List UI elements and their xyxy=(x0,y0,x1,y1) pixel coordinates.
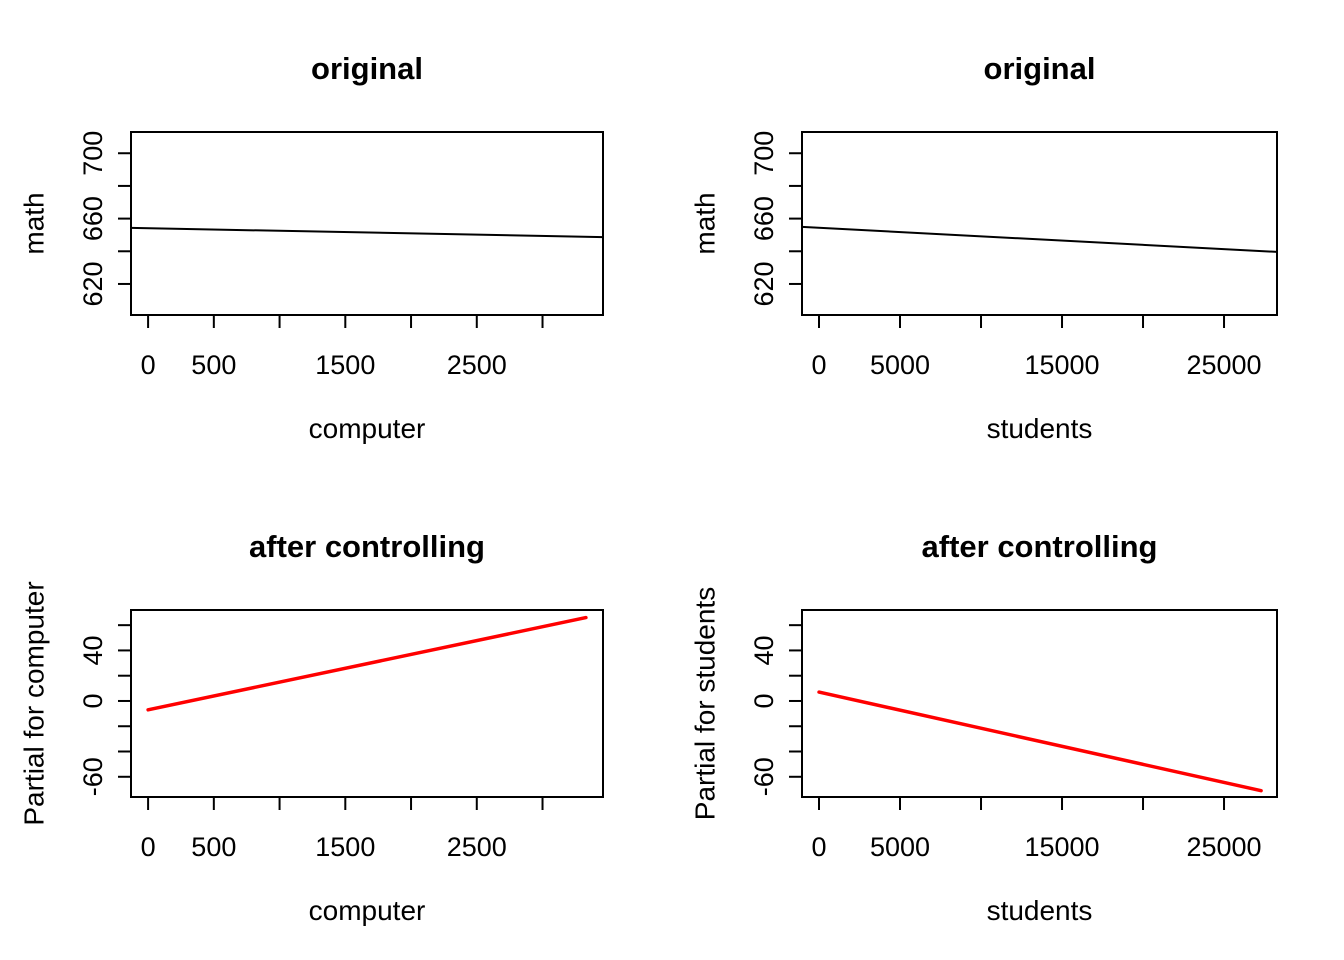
x-tick-label: 5000 xyxy=(870,350,930,380)
panel-bottom-left: 0 500 1500 2500 40 0 -60 after controlling compu… xyxy=(18,529,604,926)
panel-title: original xyxy=(311,51,423,86)
x-tick-label: 0 xyxy=(811,832,826,862)
x-axis-label: students xyxy=(987,413,1093,444)
panel-title: after controlling xyxy=(922,529,1158,564)
x-tick-label: 2500 xyxy=(447,832,507,862)
y-tick-label: 660 xyxy=(749,196,779,241)
plot-box xyxy=(130,609,604,798)
partial-fit-line xyxy=(146,615,588,712)
panel-top-right: 0 5000 15000 25000 620 660 700 original students… xyxy=(689,51,1278,444)
y-tick-label: 700 xyxy=(78,131,108,176)
x-tick-label: 15000 xyxy=(1024,832,1099,862)
y-tick-label: 40 xyxy=(749,635,779,665)
panel-bottom-right: 0 5000 15000 25000 40 0 -60 after controlling st… xyxy=(689,529,1278,926)
plot-box xyxy=(130,131,604,316)
y-tick-label: 700 xyxy=(749,131,779,176)
x-axis-label: students xyxy=(987,895,1093,926)
y-axis-label: Partial for students xyxy=(689,587,720,820)
y-axis-label: math xyxy=(18,192,49,254)
x-tick-label: 500 xyxy=(191,832,236,862)
x-tick-label: 25000 xyxy=(1186,832,1261,862)
x-tick-label: 0 xyxy=(141,832,156,862)
fitted-line xyxy=(801,225,1278,253)
panel-top-left: 0 500 1500 2500 620 660 700 original computer mat… xyxy=(18,51,604,444)
x-tick-label: 0 xyxy=(811,350,826,380)
y-tick-label: 620 xyxy=(749,261,779,306)
y-axis-label: Partial for computer xyxy=(18,581,49,825)
y-tick-label: 0 xyxy=(749,693,779,708)
x-tick-label: 0 xyxy=(141,350,156,380)
x-tick-label: 15000 xyxy=(1024,350,1099,380)
y-axis-label: math xyxy=(689,192,720,254)
y-tick-label: -60 xyxy=(78,757,108,796)
x-tick-label: 5000 xyxy=(870,832,930,862)
y-tick-label: 620 xyxy=(78,261,108,306)
x-tick-label: 25000 xyxy=(1186,350,1261,380)
panel-title: after controlling xyxy=(249,529,485,564)
x-axis-label: computer xyxy=(309,413,426,444)
x-axis-label: computer xyxy=(309,895,426,926)
y-tick-label: -60 xyxy=(749,757,779,796)
y-tick-label: 0 xyxy=(78,693,108,708)
fitted-line xyxy=(130,226,604,239)
plot-box xyxy=(801,131,1278,316)
x-tick-label: 2500 xyxy=(447,350,507,380)
partial-fit-line xyxy=(817,690,1263,793)
x-tick-label: 1500 xyxy=(315,832,375,862)
plot-box xyxy=(801,609,1278,798)
panel-title: original xyxy=(984,51,1096,86)
y-tick-label: 40 xyxy=(78,635,108,665)
x-tick-label: 1500 xyxy=(315,350,375,380)
y-tick-label: 660 xyxy=(78,196,108,241)
x-tick-label: 500 xyxy=(191,350,236,380)
